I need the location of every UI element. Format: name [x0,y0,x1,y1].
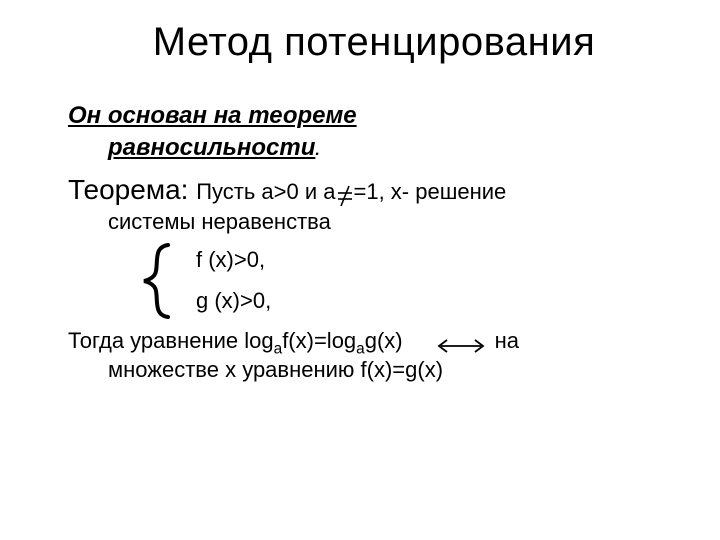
not-equal-icon [337,181,353,203]
conclusion-mid1: f(x)=log [282,328,356,353]
conclusion-line-1: Тогда уравнение logaf(x)=logag(x)на [68,326,680,356]
conclusion-mid2: g(x) [365,328,403,353]
conclusion-pre: Тогда уравнение log [68,328,274,353]
theorem-cont: системы неравенства [68,207,680,237]
theorem-block: Теорема: Пусть a>0 и a =1, x- решение сис… [68,173,680,385]
system-line-1: f (x)>0, [196,240,271,281]
intro-line-2-wrap: равносильности. [68,133,680,163]
curly-brace-icon [138,241,178,321]
system-line-2: g (x)>0, [196,281,271,322]
conclusion-post: на [495,328,519,353]
theorem-part2: =1, x- решение [354,179,507,204]
theorem-label: Теорема: [68,174,196,205]
conclusion-line-2: множестве x уравнению f(x)=g(x) [68,355,680,385]
intro-block: Он основан на теореме равносильности. [68,101,680,163]
slide-title: Метод потенцирования [68,20,680,65]
system-brace-block: f (x)>0, g (x)>0, [138,240,680,321]
system-lines: f (x)>0, g (x)>0, [196,240,271,321]
double-arrow-icon [433,333,489,351]
intro-dot: . [315,142,319,159]
conclusion-block: Тогда уравнение logaf(x)=logag(x)на множ… [68,326,680,385]
theorem-part1: Пусть a>0 и a [196,179,335,204]
intro-line-1: Он основан на теореме [68,101,680,131]
slide: Метод потенцирования Он основан на теоре… [0,0,720,540]
intro-line-2: равносильности [108,134,315,161]
theorem-line-1: Теорема: Пусть a>0 и a =1, x- решение [68,173,680,207]
